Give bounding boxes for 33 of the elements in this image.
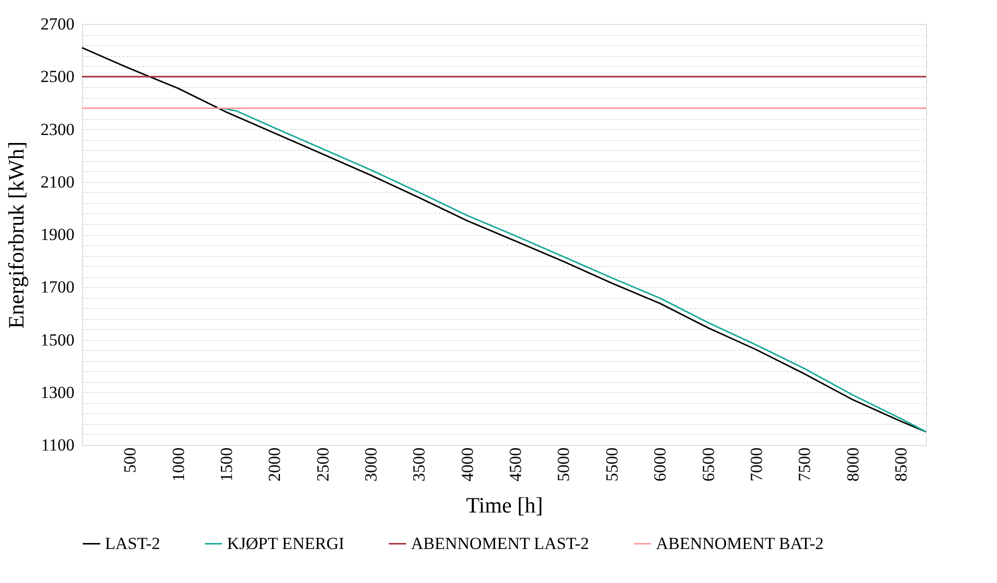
x-tick-label: 8500	[891, 448, 910, 482]
legend-label: LAST-2	[105, 534, 160, 553]
x-tick-label: 6500	[698, 448, 718, 482]
line-series	[220, 107, 927, 433]
y-tick-label: 1700	[40, 278, 74, 297]
x-tick-label: 2500	[313, 448, 332, 482]
x-tick-label: 4000	[458, 448, 477, 482]
x-tick-label: 1000	[168, 448, 188, 482]
x-tick-label: 3000	[362, 448, 381, 482]
y-tick-label: 2300	[40, 120, 74, 139]
x-tick-label: 5000	[554, 448, 574, 482]
x-tick-label: 1500	[217, 448, 236, 482]
x-tick-label: 3500	[410, 448, 429, 482]
y-tick-label: 1100	[41, 436, 74, 454]
y-tick-label: 1900	[40, 225, 74, 244]
x-tick-label: 6000	[650, 448, 670, 482]
x-tick-label: 8000	[843, 448, 862, 482]
y-tick-label: 2100	[40, 172, 74, 192]
x-tick-label: 4500	[506, 448, 526, 482]
x-tick-label: 2000	[265, 448, 284, 482]
y-tick-label: 2700	[40, 14, 74, 34]
x-tick-label: 500	[120, 448, 140, 473]
x-tick-label: 5500	[602, 448, 622, 482]
x-tick-label: 7500	[795, 448, 814, 482]
x-axis-title: Time [h]	[466, 492, 543, 518]
y-axis-title: Energiforbruk [kWh]	[4, 141, 28, 329]
legend-label: ABENNOMENT BAT-2	[656, 534, 824, 553]
y-tick-label: 2500	[40, 67, 74, 86]
y-tick-label: 1500	[40, 330, 74, 350]
y-tick-label: 1300	[40, 382, 74, 402]
legend-label: ABENNOMENT LAST-2	[411, 534, 590, 553]
x-tick-label: 7000	[746, 448, 766, 482]
legend-label: KJØPT ENERGI	[227, 534, 345, 553]
